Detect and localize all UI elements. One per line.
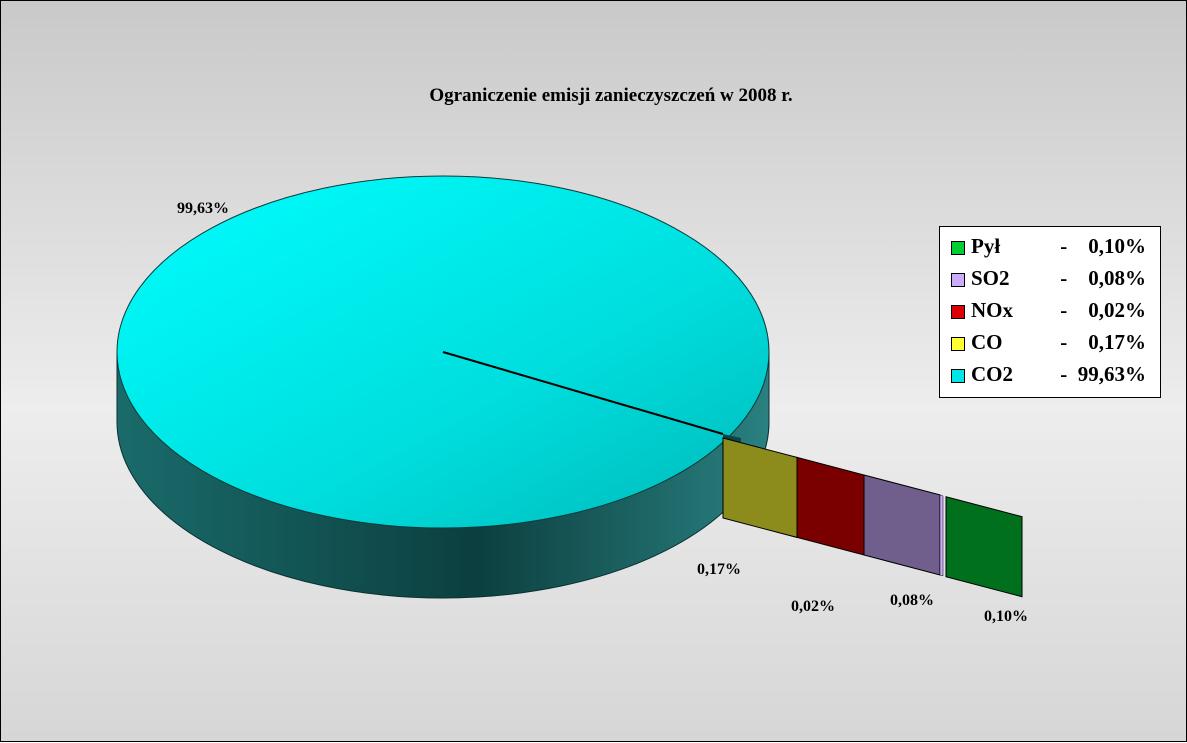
pie-slice-edge-so2: [939, 494, 944, 577]
data-label-nox: 0,02%: [791, 598, 835, 615]
legend-label: NOx: [971, 298, 1013, 322]
pie-slice-so2: [863, 474, 941, 576]
slice-divider: [442, 351, 724, 435]
legend-swatch: [951, 369, 965, 383]
legend-swatch: [951, 273, 965, 287]
legend-value: - 0,02%: [1060, 298, 1146, 322]
legend-label: CO2: [971, 362, 1013, 386]
legend-value: - 0,10%: [1060, 234, 1146, 258]
legend-value: - 0,17%: [1060, 330, 1146, 354]
data-label-co: 0,17%: [697, 561, 741, 578]
legend-label: CO: [971, 330, 1003, 354]
legend-label: SO2: [971, 266, 1010, 290]
legend-item-so2: SO2 - 0,08%: [940, 264, 1160, 296]
legend-item-nox: NOx - 0,02%: [940, 296, 1160, 328]
legend-swatch: [951, 337, 965, 351]
data-label-pył: 0,10%: [984, 608, 1028, 625]
pie-slice-pył: [945, 496, 1023, 598]
legend: Pył - 0,10% SO2 - 0,08% NOx - 0,02% CO -…: [939, 226, 1161, 398]
legend-swatch: [951, 305, 965, 319]
data-label-so2: 0,08%: [890, 592, 934, 609]
legend-item-pyl: Pył - 0,10%: [940, 232, 1160, 264]
legend-label: Pył: [971, 234, 1001, 258]
pie-slice-nox: [796, 456, 865, 556]
pie-slice-co: [722, 437, 798, 539]
legend-swatch: [951, 241, 965, 255]
legend-value: - 99,63%: [1060, 362, 1146, 386]
legend-item-co2: CO2 - 99,63%: [940, 360, 1160, 392]
chart-title: Ograniczenie emisji zanieczyszczeń w 200…: [429, 85, 792, 106]
legend-item-co: CO - 0,17%: [940, 328, 1160, 360]
legend-value: - 0,08%: [1060, 266, 1146, 290]
data-label-co2: 99,63%: [177, 200, 229, 217]
